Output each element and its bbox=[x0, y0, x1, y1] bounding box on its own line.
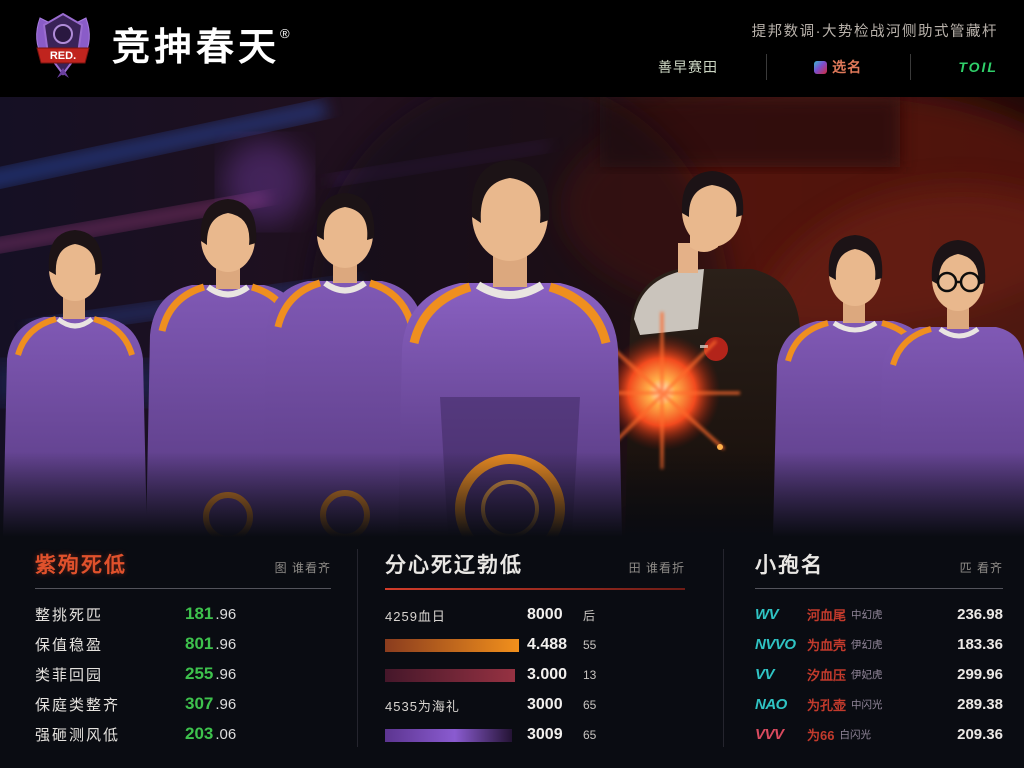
nav-item-signup[interactable]: 选名 bbox=[814, 57, 862, 77]
stat-value: 3000 bbox=[527, 696, 563, 713]
stat-label: 保庭类整齐 bbox=[35, 696, 121, 714]
team-photo bbox=[0, 97, 1024, 537]
panel-rule bbox=[385, 588, 685, 590]
stats-section: 紫殉死低 图 谁看齐 整挑死匹 181.96 保值稳盈 801.96 类菲回园 … bbox=[0, 537, 1024, 768]
stat-value-suffix: 13 bbox=[583, 668, 597, 682]
stat-row: 类菲回园 255.96 bbox=[35, 659, 331, 689]
team-tag: WV bbox=[755, 605, 779, 623]
stat-row: 4.488 55 bbox=[385, 630, 685, 660]
stat-label: 4535为海礼 bbox=[385, 698, 460, 714]
stat-row: 整挑死匹 181.96 bbox=[35, 599, 331, 629]
stat-value-suffix: .96 bbox=[215, 696, 237, 713]
signup-logo-icon bbox=[814, 60, 828, 74]
stat-value-suffix: 55 bbox=[583, 638, 597, 652]
panel-subtitle[interactable]: 图 谁看齐 bbox=[274, 561, 331, 575]
stat-value-suffix: .06 bbox=[215, 726, 237, 743]
stat-value: 203 bbox=[185, 724, 214, 743]
tagline: 提邦数调·大势检战河侧助式管藏杆 bbox=[751, 24, 998, 40]
ranking-row[interactable]: VV 汐血压 伊妃虎 299.96 bbox=[755, 659, 1003, 689]
team-tag: NAO bbox=[755, 695, 787, 713]
player-name: 汐血压 bbox=[807, 667, 847, 683]
ranking-row[interactable]: WV 河血尾 中幻虎 236.98 bbox=[755, 599, 1003, 629]
ranking-row[interactable]: VVV 为66 白闪光 209.36 bbox=[755, 719, 1003, 749]
ranking-value: 299.96 bbox=[957, 665, 1003, 683]
panel-title: 紫殉死低 bbox=[35, 554, 127, 577]
stat-value-suffix: .96 bbox=[215, 636, 237, 653]
club-name: 伊妃虎 bbox=[851, 668, 883, 681]
logo[interactable]: RED. 竞抻春天® bbox=[30, 12, 290, 82]
panel-rule bbox=[755, 588, 1003, 589]
player-name: 为血壳 bbox=[807, 637, 847, 653]
stat-value: 8000 bbox=[527, 606, 563, 623]
club-name: 伊幻虎 bbox=[851, 638, 883, 651]
top-nav: 善早赛田 选名 TOIL bbox=[658, 54, 998, 80]
ranking-value: 209.36 bbox=[957, 725, 1003, 743]
panel-subtitle[interactable]: 田 谁看折 bbox=[628, 561, 685, 575]
ranking-row[interactable]: NAO 为孔壶 中闪光 289.38 bbox=[755, 689, 1003, 719]
team-tag: VVV bbox=[755, 725, 784, 743]
crest-text: RED. bbox=[50, 50, 76, 62]
player-name: 为孔壶 bbox=[807, 697, 847, 713]
panel-economy-stats: 分心死辽勃低 田 谁看折 4259血日 8000 后 4.488 55 3.00… bbox=[385, 549, 685, 750]
stat-value: 3009 bbox=[527, 726, 563, 743]
nav-item-toil[interactable]: TOIL bbox=[958, 59, 998, 75]
ranking-value: 289.38 bbox=[957, 695, 1003, 713]
ranking-value: 236.98 bbox=[957, 605, 1003, 623]
ranking-row[interactable]: NVVO 为血壳 伊幻虎 183.36 bbox=[755, 629, 1003, 659]
stat-label: 整挑死匹 bbox=[35, 606, 104, 624]
nav-item-schedule[interactable]: 善早赛田 bbox=[658, 59, 718, 75]
panel-group-ranking: 小孢名 匹 看齐 WV 河血尾 中幻虎 236.98 NVVO 为血壳 伊幻虎 … bbox=[755, 549, 1003, 749]
stat-label: 4259血日 bbox=[385, 608, 446, 624]
stat-value: 181 bbox=[185, 604, 214, 623]
header-right: 提邦数调·大势检战河侧助式管藏杆 善早赛田 选名 TOIL bbox=[658, 20, 998, 80]
stat-label: 类菲回园 bbox=[35, 666, 104, 684]
stat-value-suffix: .96 bbox=[215, 666, 237, 683]
stat-value-suffix: 65 bbox=[583, 698, 597, 712]
registered-mark: ® bbox=[280, 26, 290, 41]
team-tag: VV bbox=[755, 665, 775, 683]
nav-divider bbox=[909, 54, 911, 80]
stat-label: 保值稳盈 bbox=[35, 636, 104, 654]
panel-divider bbox=[357, 549, 358, 747]
team-crest-icon: RED. bbox=[36, 12, 90, 78]
stat-value-suffix: 65 bbox=[583, 728, 597, 742]
stat-value: 307 bbox=[185, 694, 214, 713]
stat-row: 4535为海礼 3000 65 bbox=[385, 690, 685, 720]
stat-value: 3.000 bbox=[527, 666, 568, 683]
player-name: 为66 bbox=[807, 727, 835, 743]
stat-label: 强砸测风低 bbox=[35, 726, 121, 744]
club-name: 白闪光 bbox=[839, 728, 871, 741]
stat-row: 4259血日 8000 后 bbox=[385, 600, 685, 630]
panel-divider bbox=[723, 549, 724, 747]
team-tag: NVVO bbox=[755, 635, 796, 653]
stat-row: 保庭类整齐 307.96 bbox=[35, 689, 331, 719]
stat-value-suffix: .96 bbox=[215, 606, 237, 623]
panel-subtitle[interactable]: 匹 看齐 bbox=[959, 561, 1003, 575]
stat-row: 强砸测风低 203.06 bbox=[35, 719, 331, 749]
header: RED. 竞抻春天® 提邦数调·大势检战河侧助式管藏杆 善早赛田 选名 TOIL bbox=[0, 0, 1024, 97]
stat-bar bbox=[385, 728, 513, 742]
stat-value-suffix: 后 bbox=[583, 608, 596, 623]
stat-bar bbox=[385, 638, 519, 652]
page-title: 竞抻春天® bbox=[112, 26, 290, 69]
club-name: 中闪光 bbox=[851, 698, 883, 711]
panel-title: 分心死辽勃低 bbox=[385, 554, 523, 577]
club-name: 中幻虎 bbox=[851, 608, 883, 621]
stat-row: 保值稳盈 801.96 bbox=[35, 629, 331, 659]
stat-value: 4.488 bbox=[527, 636, 568, 653]
panel-title: 小孢名 bbox=[755, 554, 824, 577]
player-name: 河血尾 bbox=[807, 607, 847, 623]
stat-bar bbox=[385, 668, 515, 682]
panel-rule bbox=[35, 588, 331, 589]
stat-row: 3.000 13 bbox=[385, 660, 685, 690]
team-photo-illustration bbox=[0, 97, 1024, 537]
panel-kill-stats: 紫殉死低 图 谁看齐 整挑死匹 181.96 保值稳盈 801.96 类菲回园 … bbox=[35, 549, 331, 749]
stat-value: 255 bbox=[185, 664, 214, 683]
stat-value: 801 bbox=[185, 634, 214, 653]
stat-row: 3009 65 bbox=[385, 720, 685, 750]
nav-divider bbox=[765, 54, 767, 80]
glasses-icon bbox=[936, 271, 981, 293]
ranking-value: 183.36 bbox=[957, 635, 1003, 653]
